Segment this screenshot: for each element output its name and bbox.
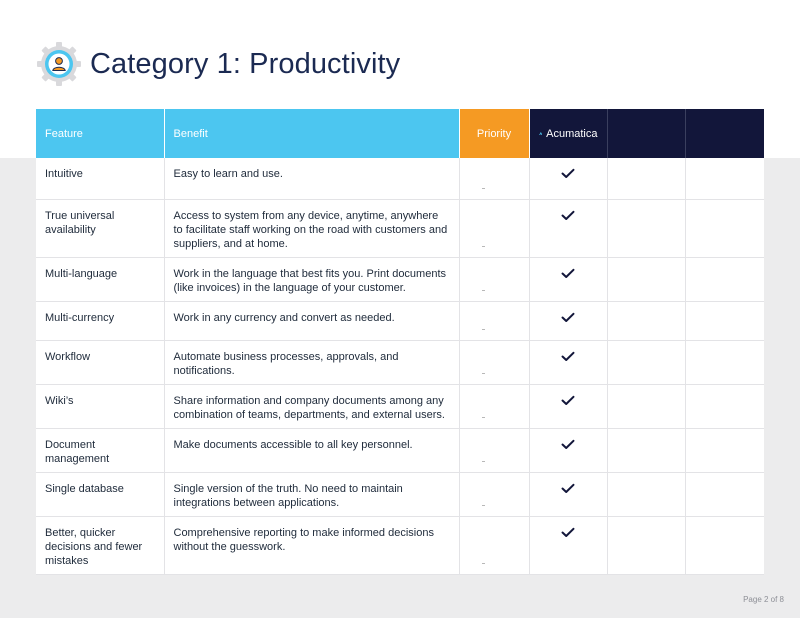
priority-placeholder-mark (481, 289, 485, 291)
page-number: Page 2 of 8 (743, 595, 784, 604)
table-row: Better, quicker decisions and fewer mist… (36, 516, 764, 575)
vendor-2-cell[interactable] (607, 472, 686, 517)
priority-cell[interactable] (459, 516, 530, 575)
comparison-table: Feature Benefit Priority Acumatica Intui… (36, 109, 764, 575)
priority-placeholder-mark (481, 504, 485, 506)
checkmark-icon (561, 395, 575, 405)
checkmark-icon (561, 527, 575, 537)
benefit-cell: Automate business processes, approvals, … (164, 340, 460, 385)
vendor-2-cell[interactable] (607, 199, 686, 258)
feature-cell: Better, quicker decisions and fewer mist… (36, 516, 165, 575)
checkmark-icon (561, 268, 575, 278)
table-row: Document management Make documents access… (36, 428, 764, 473)
feature-cell: Document management (36, 428, 165, 473)
checkmark-icon (561, 168, 575, 178)
priority-cell[interactable] (459, 257, 530, 302)
benefit-cell: Work in any currency and convert as need… (164, 301, 460, 341)
benefit-cell: Easy to learn and use. (164, 158, 460, 200)
vendor-2-cell[interactable] (607, 158, 686, 200)
vendor-3-cell[interactable] (685, 516, 764, 575)
vendor-3-column-header (685, 109, 764, 158)
table-body: Intuitive Easy to learn and use. True univ… (36, 158, 764, 575)
acumatica-mark-icon (538, 132, 542, 135)
page-header: Category 1: Productivity (36, 36, 400, 92)
page-title: Category 1: Productivity (90, 47, 401, 80)
benefit-cell: Comprehensive reporting to make informed… (164, 516, 460, 575)
checkmark-icon (561, 210, 575, 220)
acumatica-cell (529, 472, 608, 517)
table-row: Workflow Automate business processes, app… (36, 340, 764, 385)
acumatica-cell (529, 199, 608, 258)
vendor-3-cell[interactable] (685, 472, 764, 517)
vendor-3-cell[interactable] (685, 384, 764, 429)
vendor-2-column-header (607, 109, 686, 158)
feature-cell: Wiki’s (36, 384, 165, 429)
vendor-3-cell[interactable] (685, 340, 764, 385)
acumatica-cell (529, 384, 608, 429)
checkmark-icon (561, 312, 575, 322)
benefit-cell: Access to system from any device, anytim… (164, 199, 460, 258)
table-row: Multi-language Work in the language that … (36, 257, 764, 302)
table-row: Wiki’s Share information and company docu… (36, 384, 764, 429)
feature-column-header: Feature (36, 109, 165, 158)
table-row: Single database Single version of the tru… (36, 472, 764, 517)
vendor-2-cell[interactable] (607, 301, 686, 341)
priority-placeholder-mark (481, 460, 485, 462)
table-row: True universal availability Access to sys… (36, 199, 764, 258)
priority-cell[interactable] (459, 472, 530, 517)
acumatica-cell (529, 257, 608, 302)
priority-cell[interactable] (459, 158, 530, 200)
benefit-cell: Share information and company documents … (164, 384, 460, 429)
vendor-3-cell[interactable] (685, 428, 764, 473)
priority-cell[interactable] (459, 384, 530, 429)
vendor-3-cell[interactable] (685, 199, 764, 258)
benefit-column-header: Benefit (164, 109, 460, 158)
priority-placeholder-mark (481, 245, 485, 247)
priority-placeholder-mark (481, 372, 485, 374)
comparison-table-container: Feature Benefit Priority Acumatica Intui… (36, 109, 764, 575)
feature-cell: Workflow (36, 340, 165, 385)
priority-cell[interactable] (459, 301, 530, 341)
priority-placeholder-mark (481, 562, 485, 564)
vendor-3-cell[interactable] (685, 158, 764, 200)
vendor-2-cell[interactable] (607, 428, 686, 473)
priority-placeholder-mark (481, 187, 485, 189)
vendor-3-cell[interactable] (685, 301, 764, 341)
priority-cell[interactable] (459, 428, 530, 473)
vendor-2-cell[interactable] (607, 257, 686, 302)
priority-column-header: Priority (459, 109, 530, 158)
priority-placeholder-mark (481, 416, 485, 418)
acumatica-column-header: Acumatica (529, 109, 608, 158)
acumatica-logo: Acumatica (538, 127, 598, 140)
benefit-cell: Make documents accessible to all key per… (164, 428, 460, 473)
table-header-row: Feature Benefit Priority Acumatica (36, 109, 764, 158)
table-row: Multi-currency Work in any currency and c… (36, 301, 764, 341)
acumatica-cell (529, 301, 608, 341)
vendor-2-cell[interactable] (607, 340, 686, 385)
acumatica-cell (529, 428, 608, 473)
feature-cell: Single database (36, 472, 165, 517)
vendor-2-cell[interactable] (607, 384, 686, 429)
feature-cell: Multi-language (36, 257, 165, 302)
feature-cell: Multi-currency (36, 301, 165, 341)
benefit-cell: Single version of the truth. No need to … (164, 472, 460, 517)
vendor-2-cell[interactable] (607, 516, 686, 575)
table-row: Intuitive Easy to learn and use. (36, 158, 764, 200)
feature-cell: True universal availability (36, 199, 165, 258)
feature-cell: Intuitive (36, 158, 165, 200)
priority-placeholder-mark (481, 328, 485, 330)
acumatica-cell (529, 516, 608, 575)
priority-cell[interactable] (459, 340, 530, 385)
priority-cell[interactable] (459, 199, 530, 258)
gear-user-icon (36, 41, 82, 87)
acumatica-cell (529, 340, 608, 385)
benefit-cell: Work in the language that best fits you.… (164, 257, 460, 302)
acumatica-name: Acumatica (546, 127, 598, 140)
checkmark-icon (561, 483, 575, 493)
acumatica-cell (529, 158, 608, 200)
checkmark-icon (561, 439, 575, 449)
vendor-3-cell[interactable] (685, 257, 764, 302)
checkmark-icon (561, 351, 575, 361)
